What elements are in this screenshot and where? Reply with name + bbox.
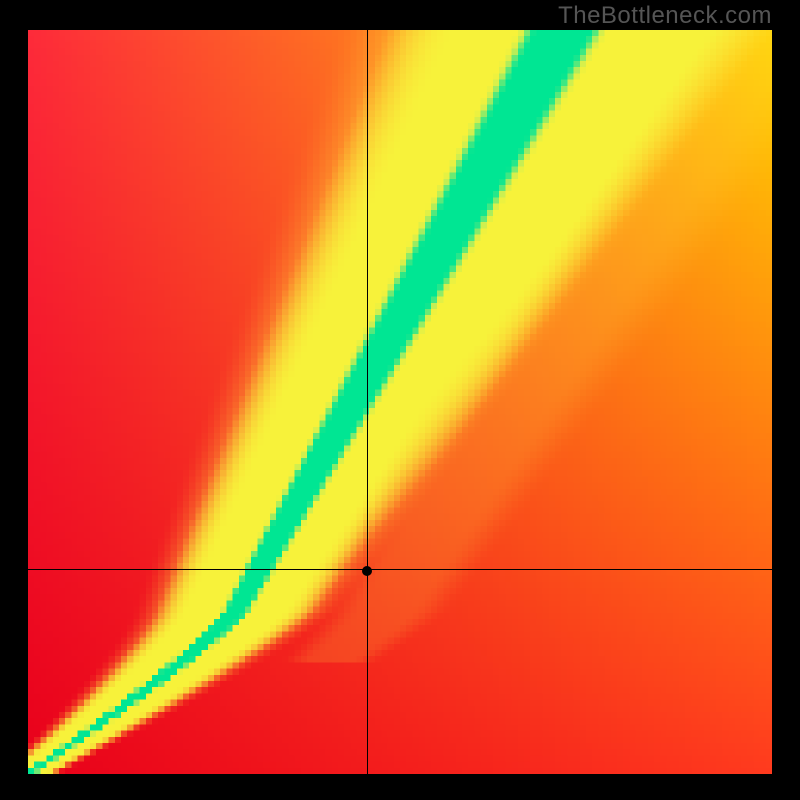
watermark-text: TheBottleneck.com	[558, 2, 772, 30]
heatmap-canvas	[28, 30, 772, 774]
crosshair-horizontal	[28, 569, 772, 570]
chart-frame: TheBottleneck.com	[0, 0, 800, 800]
data-point-marker	[362, 566, 372, 576]
heatmap-plot-area	[28, 30, 772, 774]
crosshair-vertical	[367, 30, 368, 774]
